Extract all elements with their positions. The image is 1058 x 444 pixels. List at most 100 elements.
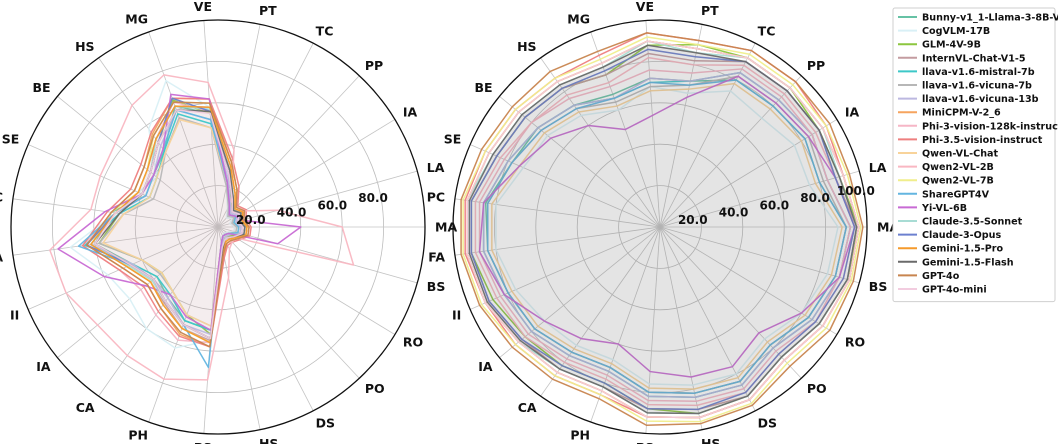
grid-spoke [27, 144, 219, 228]
radar-frame [10, 19, 426, 435]
grid-spoke [659, 226, 756, 411]
category-label: IA [403, 105, 418, 120]
legend-box [892, 7, 1056, 303]
grid-spoke [217, 226, 396, 335]
category-label: HS [517, 39, 536, 54]
series-line-GPT-4o [86, 101, 250, 348]
grid-spoke [57, 226, 219, 358]
grid-spoke [217, 24, 261, 228]
legend-entry: Qwen-VL-Chat [922, 149, 999, 160]
r-tick-label: 40.0 [277, 206, 307, 220]
legend-entry: ShareGPT4V [922, 189, 990, 200]
r-tick-label: 20.0 [678, 213, 708, 227]
category-label: LA [427, 160, 445, 175]
category-label: BS [869, 279, 888, 294]
grid-spoke [217, 226, 314, 411]
category-label: BE [32, 80, 50, 95]
category-label: PC [0, 189, 3, 204]
grid-spoke [217, 226, 261, 430]
category-label: TC [758, 23, 776, 38]
series-line-Qwen-VL-Chat [491, 82, 843, 390]
r-tick-label: 40.0 [719, 206, 749, 220]
legend-entry: MiniCPM-V-2_6 [922, 108, 1001, 119]
series-line-Phi-3.5-vision-instruct [81, 97, 252, 348]
category-label: RO [403, 334, 423, 349]
series-line-ShareGPT4V [486, 79, 848, 394]
grid-spoke [659, 24, 703, 228]
category-label: II [10, 308, 19, 323]
legend-entry: llava-v1.6-vicuna-7b [922, 81, 1032, 92]
category-label: II [452, 308, 461, 323]
legend-entry: Gemini-1.5-Flash [922, 257, 1014, 268]
grid-spoke [659, 43, 756, 228]
grid-spoke [659, 75, 802, 228]
series-line-GPT-4o-mini [466, 40, 860, 419]
category-label: HS [75, 39, 94, 54]
r-tick-label: 60.0 [760, 198, 790, 212]
grid-spoke [659, 226, 802, 379]
grid-spoke [659, 226, 860, 284]
category-label: PT [259, 3, 277, 18]
legend: Bunny-v1_1-Llama-3-8B-V CogVLM-17B GLM-4V-… [892, 7, 1058, 303]
legend-entry: Claude-3.5-Sonnet [922, 217, 1023, 228]
legend-entry: Bunny-v1_1-Llama-3-8B-V [922, 13, 1058, 24]
series-line-Yi-VL-6B [57, 93, 302, 332]
series-line-Qwen2-VL-7B [462, 36, 862, 423]
legend-entry: Qwen2-VL-7B [922, 176, 994, 187]
grid-spoke [659, 226, 838, 335]
category-label: FA [0, 250, 3, 265]
legend-entry: GPT-4o-mini [922, 285, 987, 296]
r-tick-label: 60.0 [318, 198, 348, 212]
grid-spoke [659, 119, 838, 228]
category-label: IA [845, 105, 860, 120]
grid-spoke [540, 226, 661, 397]
grid-spoke [499, 226, 661, 358]
series-line-Phi-3-vision-128k-instruct [478, 68, 852, 403]
r-tick-label: 80.0 [358, 191, 388, 205]
legend-entry: Phi-3.5-vision-instruct [922, 135, 1043, 146]
grid-spoke [645, 226, 661, 434]
grid-spoke [540, 57, 661, 228]
series-line-CogVLM-17B [495, 85, 839, 386]
grid-spoke [659, 226, 703, 430]
grid-spoke [645, 20, 661, 228]
grid-spoke [499, 96, 661, 228]
legend-entry: llava-v1.6-mistral-7b [922, 67, 1035, 78]
category-label: SE [2, 131, 20, 146]
series-line-Gemini-1.5-Pro [90, 105, 248, 344]
category-label: PT [701, 3, 719, 18]
category-label: PO [365, 381, 385, 396]
radar-frame [452, 19, 868, 435]
category-label: BE [474, 80, 492, 95]
legend-entry: CogVLM-17B [922, 26, 990, 37]
series-line-Gemini-1.5-Flash [468, 44, 858, 415]
category-label: IA [478, 359, 493, 374]
category-label: PP [807, 58, 825, 73]
grid-spoke [454, 226, 661, 256]
category-label: DS [316, 416, 335, 431]
category-label: VE [194, 0, 212, 14]
legend-entry: GLM-4V-9B [922, 40, 981, 51]
category-label: PH [128, 428, 148, 443]
grid-spoke [57, 96, 219, 228]
category-label: LA [869, 160, 887, 175]
legend-entry: llava-v1.6-vicuna-13b [922, 94, 1039, 105]
grid-spoke [454, 198, 661, 228]
radar-chart-right: MA LA IA PP TC PT VE MG HS BE SE PC FA II IA CA PH PS HS DS… [427, 0, 900, 444]
series-line-GPT-4o-mini [94, 109, 244, 340]
category-label: MG [567, 11, 590, 26]
category-label: HS [259, 436, 278, 444]
category-label: MA [435, 220, 457, 235]
category-label: VE [636, 0, 654, 14]
category-label: PC [427, 189, 445, 204]
legend-entry: GPT-4o [922, 271, 960, 282]
legend-entry: Phi-3-vision-128k-instruct [922, 121, 1058, 132]
category-label: PP [365, 58, 383, 73]
series-line-Yi-VL-6B [478, 75, 856, 378]
category-label: PS [194, 440, 212, 444]
category-label: HS [701, 436, 720, 444]
grid-spoke [217, 170, 418, 228]
grid-spoke [217, 43, 314, 228]
legend-entry: Gemini-1.5-Pro [922, 244, 1004, 255]
